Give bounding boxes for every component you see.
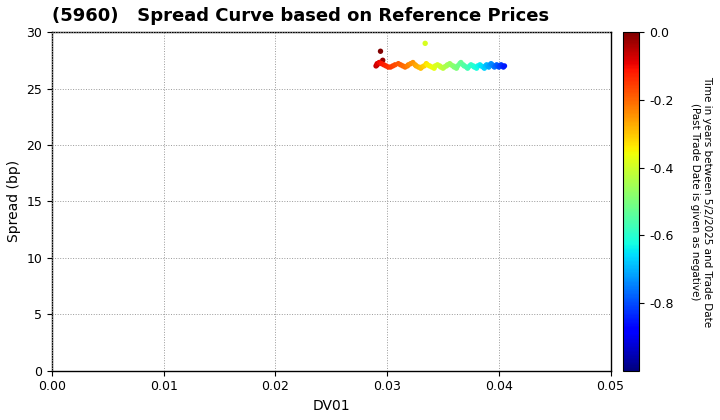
Point [451,65,462,71]
Point [432,61,444,68]
Point [491,61,503,68]
Point [415,65,426,71]
Point [374,48,386,55]
Point [420,60,432,67]
Point [395,61,406,68]
Point [442,61,454,68]
Point [378,61,390,68]
Point [434,63,446,69]
Y-axis label: Spread (bp): Spread (bp) [7,160,21,242]
Point [397,63,408,69]
Point [485,61,496,68]
Point [461,64,472,71]
Point [462,65,473,71]
Point [410,63,422,69]
Point [405,60,416,67]
Point [474,61,486,68]
Point [459,63,470,69]
Point [438,64,450,71]
Point [429,63,441,69]
Point [422,61,433,68]
Point [445,61,456,68]
Point [377,57,389,64]
Point [481,61,492,68]
Point [400,64,411,71]
Point [407,59,418,66]
Point [457,61,469,68]
Point [467,63,479,69]
Point [480,63,491,69]
Point [449,64,460,71]
Point [477,64,489,71]
Point [426,64,438,71]
Point [469,64,480,71]
Point [494,63,505,69]
Point [454,60,466,67]
Point [384,64,396,71]
Point [485,60,497,67]
Point [441,63,452,69]
Point [482,63,493,69]
Point [416,64,428,71]
Point [452,63,464,69]
Point [390,61,401,68]
Point [376,60,387,67]
Point [402,63,413,69]
Point [374,59,385,66]
Point [464,63,476,69]
Point [447,63,459,69]
Y-axis label: Time in years between 5/2/2025 and Trade Date
(Past Trade Date is given as negat: Time in years between 5/2/2025 and Trade… [690,76,712,327]
Point [487,63,499,69]
Point [483,64,495,71]
Point [372,60,383,67]
Text: (5960)   Spread Curve based on Reference Prices: (5960) Spread Curve based on Reference P… [52,7,549,25]
Point [455,59,467,66]
Point [420,40,431,47]
Point [374,59,385,66]
Point [489,64,500,71]
Point [402,61,414,68]
Point [493,64,505,71]
Point [497,63,508,69]
Point [428,65,440,71]
Point [475,63,487,69]
Point [495,61,507,68]
Point [435,64,446,71]
Point [498,64,509,71]
Point [413,64,424,71]
X-axis label: DV01: DV01 [312,399,350,413]
Point [392,60,404,67]
Point [370,63,382,69]
Point [499,63,510,69]
Point [444,60,456,67]
Point [471,65,482,71]
Point [465,61,477,68]
Point [487,61,498,68]
Point [418,63,430,69]
Point [437,65,449,71]
Point [472,63,483,69]
Point [382,64,394,71]
Point [410,61,421,68]
Point [380,63,392,69]
Point [492,63,503,69]
Point [490,63,501,69]
Point [372,61,383,68]
Point [424,63,436,69]
Point [479,65,490,71]
Point [387,63,399,69]
